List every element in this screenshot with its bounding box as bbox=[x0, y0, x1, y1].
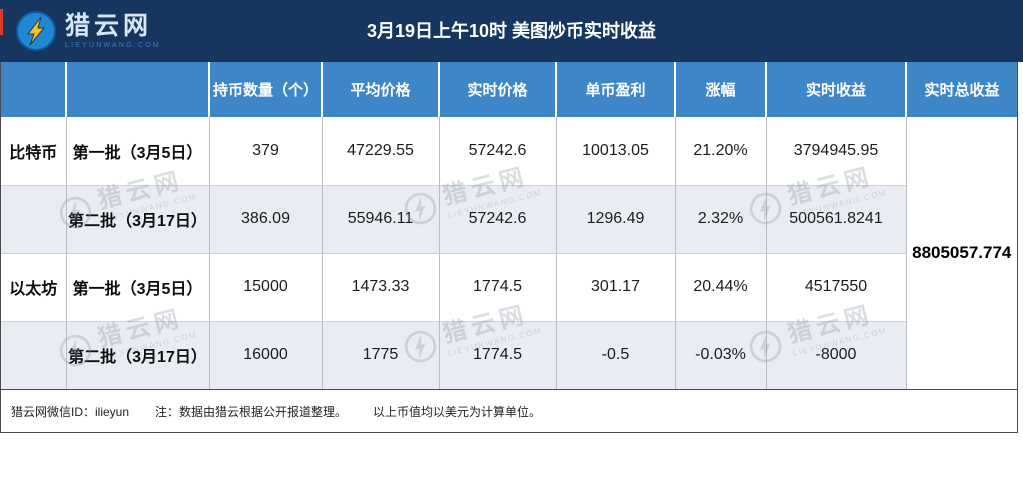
col-avg-price: 平均价格 bbox=[321, 62, 439, 117]
total-profit-value: 8805057.774 bbox=[905, 117, 1017, 389]
logo-text: 猎云网 LIEYUNWANG.COM bbox=[65, 11, 161, 49]
realtime-price-value: 57242.6 bbox=[438, 184, 556, 253]
profit-table: 持币数量（个） 平均价格 实时价格 单币盈利 涨幅 实时收益 实时总收益 比特币… bbox=[1, 62, 1017, 389]
coin-name: 比特币 bbox=[1, 117, 66, 185]
col-coin bbox=[1, 62, 66, 117]
table-row-btc-1: 比特币 第一批（3月5日） 379 47229.55 57242.6 10013… bbox=[1, 117, 1017, 389]
avg-price-value: 1473.33 bbox=[321, 252, 439, 321]
coin-name bbox=[1, 320, 66, 389]
avg-price-value: 1775 bbox=[321, 320, 439, 389]
qty-value: 16000 bbox=[208, 320, 322, 389]
page-title: 3月19日上午10时 美图炒币实时收益 bbox=[366, 21, 657, 41]
unit-profit-value: 10013.05 bbox=[555, 117, 675, 185]
batch-label: 第二批（3月17日） bbox=[65, 320, 209, 389]
batch-label: 第一批（3月5日） bbox=[65, 252, 209, 321]
wechat-id-note: 猎云网微信ID：ilieyun bbox=[11, 404, 130, 419]
unit-note: 以上币值均以美元为计算单位。 bbox=[373, 404, 542, 419]
logo-domain: LIEYUNWANG.COM bbox=[65, 41, 161, 49]
change-value: 2.32% bbox=[674, 184, 766, 253]
logo-lightning-icon bbox=[16, 11, 56, 51]
col-qty: 持币数量（个） bbox=[208, 62, 322, 117]
realtime-price-value: 1774.5 bbox=[438, 320, 556, 389]
change-value: 21.20% bbox=[674, 117, 766, 185]
red-ribbon bbox=[0, 9, 3, 35]
qty-value: 386.09 bbox=[208, 184, 322, 253]
col-total-profit: 实时总收益 bbox=[905, 62, 1017, 117]
table-row-eth-2: 第二批（3月17日） 16000 1775 1774.5 -0.5 -0.03%… bbox=[1, 320, 1017, 389]
data-sheet: 持币数量（个） 平均价格 实时价格 单币盈利 涨幅 实时收益 实时总收益 比特币… bbox=[0, 62, 1018, 433]
table-row-btc-2: 第二批（3月17日） 386.09 55946.11 57242.6 1296.… bbox=[1, 184, 1017, 253]
logo-brand-name: 猎云网 bbox=[65, 11, 153, 40]
header-row: 持币数量（个） 平均价格 实时价格 单币盈利 涨幅 实时收益 实时总收益 bbox=[1, 62, 1017, 117]
avg-price-value: 55946.11 bbox=[321, 184, 439, 253]
col-change: 涨幅 bbox=[674, 62, 766, 117]
realtime-profit-value: -8000 bbox=[765, 320, 906, 389]
unit-profit-value: 1296.49 bbox=[555, 184, 675, 253]
realtime-profit-value: 3794945.95 bbox=[765, 117, 906, 185]
footnote-bar: 猎云网微信ID：ilieyun 注：数据由猎云根据公开报道整理。 以上币值均以美… bbox=[1, 389, 1017, 432]
qty-value: 15000 bbox=[208, 252, 322, 321]
realtime-price-value: 57242.6 bbox=[438, 117, 556, 185]
change-value: -0.03% bbox=[674, 320, 766, 389]
source-note: 注：数据由猎云根据公开报道整理。 bbox=[155, 404, 348, 419]
avg-price-value: 47229.55 bbox=[321, 117, 439, 185]
coin-name: 以太坊 bbox=[1, 252, 66, 321]
lieyunwang-logo: 猎云网 LIEYUNWANG.COM bbox=[16, 11, 161, 51]
batch-label: 第二批（3月17日） bbox=[65, 184, 209, 253]
unit-profit-value: -0.5 bbox=[555, 320, 675, 389]
realtime-price-value: 1774.5 bbox=[438, 252, 556, 321]
top-banner: 猎云网 LIEYUNWANG.COM 3月19日上午10时 美图炒币实时收益 bbox=[0, 0, 1023, 62]
col-unit-profit: 单币盈利 bbox=[555, 62, 675, 117]
col-realtime-profit: 实时收益 bbox=[765, 62, 906, 117]
coin-name bbox=[1, 184, 66, 253]
realtime-profit-value: 4517550 bbox=[765, 252, 906, 321]
change-value: 20.44% bbox=[674, 252, 766, 321]
unit-profit-value: 301.17 bbox=[555, 252, 675, 321]
realtime-profit-value: 500561.8241 bbox=[765, 184, 906, 253]
table-row-eth-1: 以太坊 第一批（3月5日） 15000 1473.33 1774.5 301.1… bbox=[1, 252, 1017, 321]
qty-value: 379 bbox=[208, 117, 322, 185]
batch-label: 第一批（3月5日） bbox=[65, 117, 209, 185]
col-realtime-price: 实时价格 bbox=[438, 62, 556, 117]
col-batch bbox=[65, 62, 209, 117]
